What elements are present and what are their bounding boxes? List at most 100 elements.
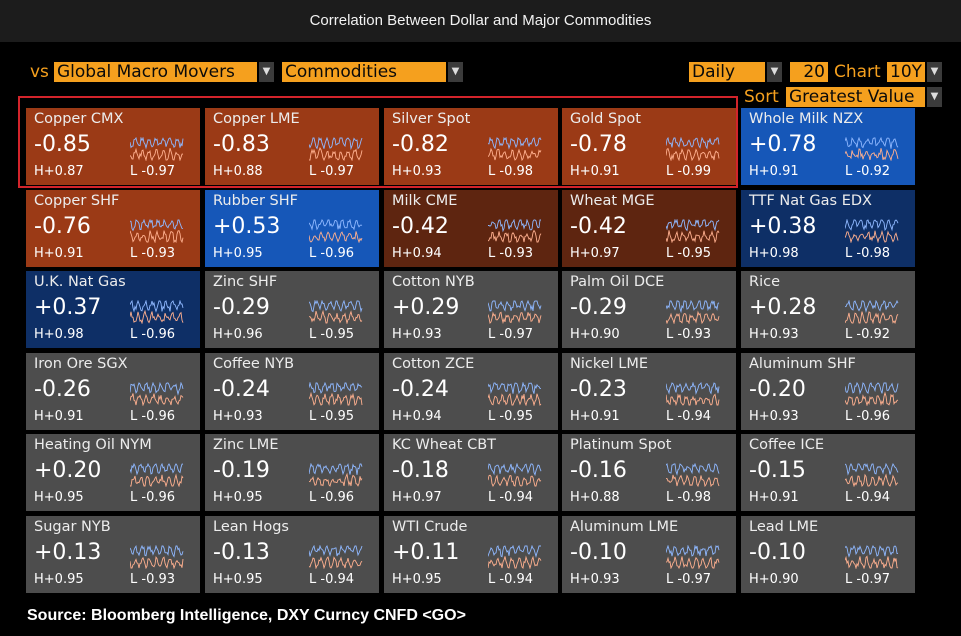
correlation-tile[interactable]: Cotton NYB +0.29 H+0.93 L -0.97 <box>384 271 558 348</box>
correlation-tile[interactable]: Lead LME -0.10 H+0.90 L -0.97 <box>741 516 915 593</box>
tile-name: Platinum Spot <box>570 437 672 453</box>
sparkline-series <box>130 147 184 161</box>
correlation-tile[interactable]: Aluminum LME -0.10 H+0.93 L -0.97 <box>562 516 736 593</box>
correlation-tile[interactable]: Whole Milk NZX +0.78 H+0.91 L -0.92 <box>741 108 915 185</box>
tile-value: -0.24 <box>392 377 449 402</box>
tile-name: Milk CME <box>392 193 458 209</box>
sparkline-series <box>666 474 720 487</box>
sparkline-series <box>845 229 899 243</box>
tile-low: L -0.96 <box>309 490 355 505</box>
chevron-down-icon[interactable]: ▼ <box>927 87 942 107</box>
correlation-tile[interactable]: Iron Ore SGX -0.26 H+0.91 L -0.96 <box>26 353 200 430</box>
sparkline-icon <box>130 300 184 324</box>
correlation-tile[interactable]: Copper LME -0.83 H+0.88 L -0.97 <box>205 108 379 185</box>
correlation-tile[interactable]: TTF Nat Gas EDX +0.38 H+0.98 L -0.98 <box>741 190 915 267</box>
tile-high: H+0.88 <box>213 164 263 179</box>
correlation-tile[interactable]: Copper CMX -0.85 H+0.87 L -0.97 <box>26 108 200 185</box>
tile-name: Rubber SHF <box>213 193 298 209</box>
sparkline-icon <box>488 219 542 243</box>
tile-high: H+0.95 <box>392 572 442 587</box>
correlation-tile[interactable]: Coffee ICE -0.15 H+0.91 L -0.94 <box>741 434 915 511</box>
correlation-tile[interactable]: Coffee NYB -0.24 H+0.93 L -0.95 <box>205 353 379 430</box>
sparkline-series <box>666 137 720 150</box>
correlation-tile[interactable]: Milk CME -0.42 H+0.94 L -0.93 <box>384 190 558 267</box>
chart-label: Chart <box>834 62 881 82</box>
window-input[interactable]: 20 <box>790 62 828 82</box>
tile-low: L -0.98 <box>488 164 534 179</box>
correlation-tile[interactable]: Gold Spot -0.78 H+0.91 L -0.99 <box>562 108 736 185</box>
tile-value: +0.20 <box>34 458 102 483</box>
tile-name: Zinc LME <box>213 437 279 453</box>
tile-value: -0.20 <box>749 377 806 402</box>
correlation-tile[interactable]: KC Wheat CBT -0.18 H+0.97 L -0.94 <box>384 434 558 511</box>
tile-name: Cotton NYB <box>392 274 475 290</box>
sparkline-series <box>666 393 720 406</box>
tile-value: -0.16 <box>570 458 627 483</box>
correlation-tile[interactable]: Rubber SHF +0.53 H+0.95 L -0.96 <box>205 190 379 267</box>
tile-low: L -0.96 <box>845 409 891 424</box>
sparkline-icon <box>666 137 720 161</box>
tile-name: Silver Spot <box>392 111 471 127</box>
frequency-value[interactable]: Daily <box>689 62 765 82</box>
tile-value: +0.38 <box>749 214 817 239</box>
tile-high: H+0.91 <box>749 490 799 505</box>
sparkline-series <box>845 382 899 395</box>
correlation-tile[interactable]: Sugar NYB +0.13 H+0.95 L -0.93 <box>26 516 200 593</box>
sparkline-icon <box>130 137 184 161</box>
sparkline-series <box>666 382 720 396</box>
tile-high: H+0.98 <box>749 246 799 261</box>
correlation-tile[interactable]: WTI Crude +0.11 H+0.95 L -0.94 <box>384 516 558 593</box>
correlation-tile[interactable]: Zinc SHF -0.29 H+0.96 L -0.95 <box>205 271 379 348</box>
tile-value: +0.28 <box>749 295 817 320</box>
sparkline-series <box>666 300 720 314</box>
tile-low: L -0.97 <box>845 572 891 587</box>
tile-value: +0.37 <box>34 295 102 320</box>
chevron-down-icon[interactable]: ▼ <box>767 62 782 82</box>
sparkline-icon <box>488 137 542 161</box>
chevron-down-icon[interactable]: ▼ <box>448 62 463 82</box>
correlation-tile[interactable]: Rice +0.28 H+0.93 L -0.92 <box>741 271 915 348</box>
correlation-tile[interactable]: Platinum Spot -0.16 H+0.88 L -0.98 <box>562 434 736 511</box>
correlation-tile[interactable]: Copper SHF -0.76 H+0.91 L -0.93 <box>26 190 200 267</box>
correlation-tile[interactable]: Heating Oil NYM +0.20 H+0.95 L -0.96 <box>26 434 200 511</box>
tile-value: -0.76 <box>34 214 91 239</box>
category-value[interactable]: Commodities <box>282 62 446 82</box>
tile-low: L -0.97 <box>130 164 176 179</box>
sparkline-series <box>488 300 542 312</box>
tile-value: -0.10 <box>749 540 806 565</box>
sparkline-icon <box>309 137 363 161</box>
tile-low: L -0.98 <box>845 246 891 261</box>
sort-value[interactable]: Greatest Value <box>786 87 925 107</box>
correlation-tile[interactable]: Palm Oil DCE -0.29 H+0.90 L -0.93 <box>562 271 736 348</box>
correlation-tile[interactable]: Silver Spot -0.82 H+0.93 L -0.98 <box>384 108 558 185</box>
tile-high: H+0.95 <box>213 572 263 587</box>
correlation-tile[interactable]: Wheat MGE -0.42 H+0.97 L -0.95 <box>562 190 736 267</box>
correlation-tile[interactable]: Zinc LME -0.19 H+0.95 L -0.96 <box>205 434 379 511</box>
correlation-tile[interactable]: Nickel LME -0.23 H+0.91 L -0.94 <box>562 353 736 430</box>
correlation-tile[interactable]: Aluminum SHF -0.20 H+0.93 L -0.96 <box>741 353 915 430</box>
tile-value: +0.29 <box>392 295 460 320</box>
tile-value: -0.26 <box>34 377 91 402</box>
chevron-down-icon[interactable]: ▼ <box>259 62 274 82</box>
tile-high: H+0.93 <box>749 327 799 342</box>
tile-value: -0.19 <box>213 458 270 483</box>
tile-name: Coffee ICE <box>749 437 824 453</box>
period-value[interactable]: 10Y <box>887 62 925 82</box>
tile-low: L -0.95 <box>488 409 534 424</box>
correlation-tile[interactable]: U.K. Nat Gas +0.37 H+0.98 L -0.96 <box>26 271 200 348</box>
tile-name: Copper LME <box>213 111 300 127</box>
sparkline-series <box>130 556 184 569</box>
sparkline-icon <box>845 463 899 487</box>
tile-low: L -0.94 <box>309 572 355 587</box>
tile-value: -0.82 <box>392 132 449 157</box>
sparkline-series <box>845 391 899 406</box>
sparkline-icon <box>488 382 542 406</box>
sparkline-series <box>488 474 542 487</box>
correlation-tile[interactable]: Cotton ZCE -0.24 H+0.94 L -0.95 <box>384 353 558 430</box>
universe-value[interactable]: Global Macro Movers <box>54 62 257 82</box>
tile-low: L -0.97 <box>666 572 712 587</box>
sparkline-series <box>666 545 720 557</box>
sparkline-series <box>666 556 720 569</box>
correlation-tile[interactable]: Lean Hogs -0.13 H+0.95 L -0.94 <box>205 516 379 593</box>
chevron-down-icon[interactable]: ▼ <box>927 62 942 82</box>
